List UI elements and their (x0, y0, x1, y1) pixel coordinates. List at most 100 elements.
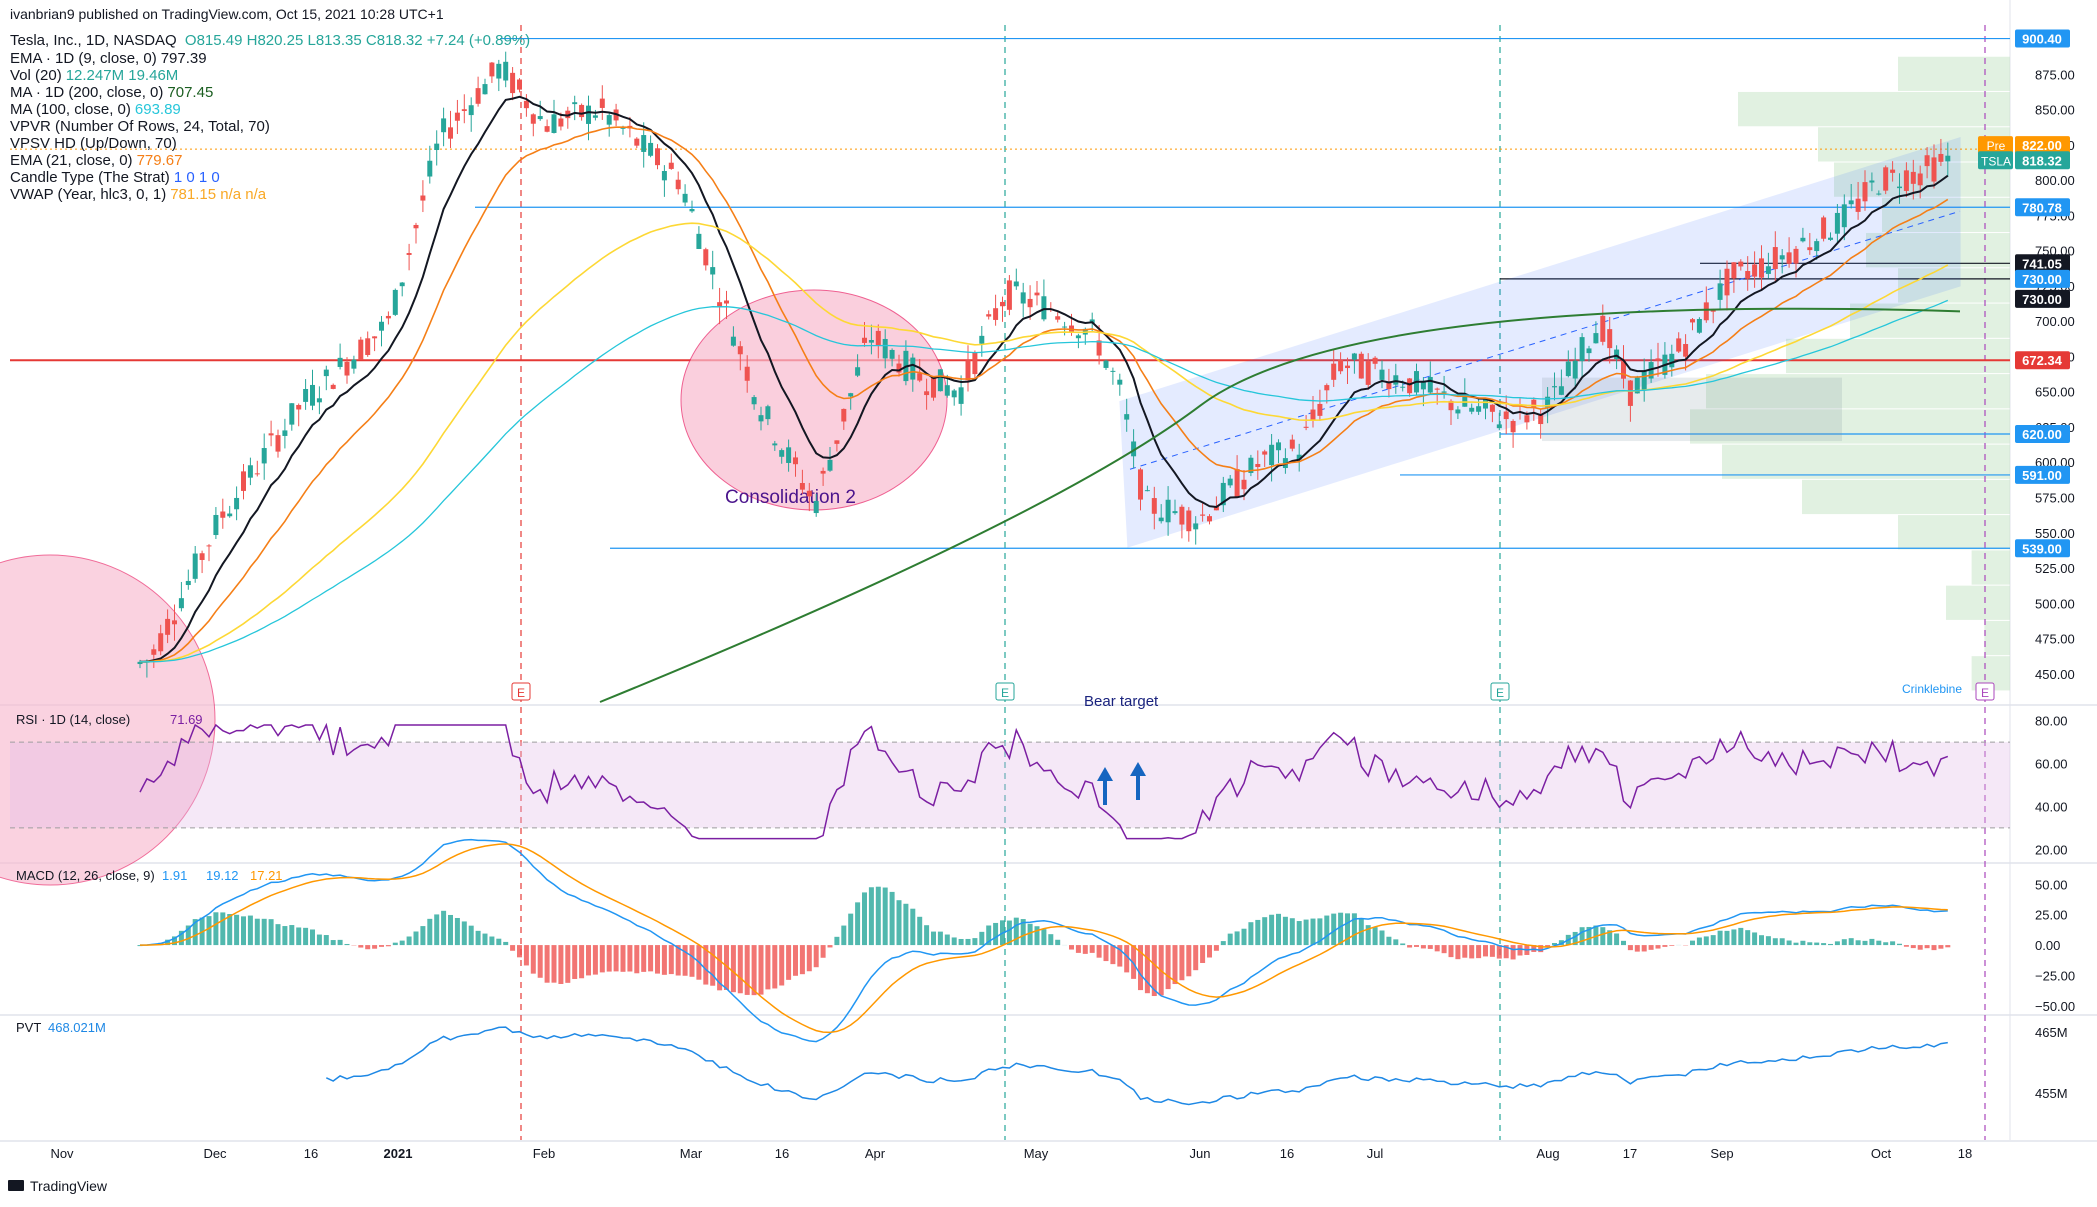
candle-body (1690, 319, 1695, 322)
indicator-row[interactable]: EMA (21, close, 0)779.67 (10, 152, 182, 169)
macd-histogram-bar (579, 945, 584, 978)
price-label: 730.00 (2022, 292, 2062, 307)
candle-body (641, 135, 646, 152)
candle-body (1014, 281, 1019, 286)
macd-histogram-bar (966, 939, 971, 945)
volume-profile-bar (1946, 586, 2010, 620)
macd-histogram-bar (814, 945, 819, 967)
x-tick-label: 16 (775, 1146, 789, 1161)
macd-histogram-bar (269, 919, 274, 945)
y-tick-label: 850.00 (2035, 103, 2075, 118)
macd-histogram-bar (1373, 927, 1378, 945)
macd-histogram-bar (1055, 940, 1060, 945)
macd-histogram-bar (1235, 931, 1240, 945)
candle-body (828, 460, 833, 471)
macd-histogram-bar (924, 925, 929, 945)
macd-histogram-bar (517, 945, 522, 957)
macd-histogram-bar (855, 902, 860, 945)
price-label: 900.40 (2022, 32, 2062, 47)
candle-body (1876, 194, 1881, 195)
macd-histogram-bar (621, 945, 626, 972)
macd-histogram-bar (241, 916, 246, 945)
y-tick-label: 475.00 (2035, 632, 2075, 647)
x-tick-label: May (1024, 1146, 1049, 1161)
indicator-row[interactable]: EMA · 1D (9, close, 0)797.39 (10, 50, 207, 67)
macd-histogram-bar (510, 945, 515, 951)
macd-histogram-bar (634, 945, 639, 973)
candle-body (662, 171, 667, 180)
macd-histogram-bar (1669, 945, 1674, 946)
macd-histogram-bar (1076, 945, 1081, 953)
candle-body (552, 114, 557, 133)
volume-profile-bar (1984, 621, 2010, 655)
candle-body (1159, 518, 1164, 522)
x-tick-label: Dec (203, 1146, 227, 1161)
volume-profile-bar (1722, 445, 2010, 479)
macd-title: MACD (12, 26, close, 9) (16, 868, 155, 883)
candle-body (862, 338, 867, 343)
candle-body (1490, 405, 1495, 412)
macd-histogram-bar (1904, 945, 1909, 947)
macd-histogram-bar (1421, 945, 1426, 948)
candle-body (407, 253, 412, 255)
candle-body (545, 126, 550, 132)
x-tick-label: 16 (1280, 1146, 1294, 1161)
candle-body (986, 314, 991, 316)
macd-histogram-bar (1200, 945, 1205, 963)
macd-histogram-bar (1469, 945, 1474, 958)
macd-histogram-bar (1352, 913, 1357, 945)
indicator-row[interactable]: MA · 1D (200, close, 0)707.45 (10, 84, 213, 101)
candle-body (779, 450, 784, 457)
indicator-row[interactable]: VWAP (Year, hlc3, 0, 1)781.15 n/a n/a (10, 186, 266, 203)
candle-body (1117, 380, 1122, 385)
candle-body (365, 338, 370, 355)
candle-body (1863, 182, 1868, 201)
candle-body (669, 163, 674, 169)
candle-body (1904, 170, 1909, 191)
macd-histogram-bar (1311, 919, 1316, 946)
candle-body (1697, 319, 1702, 333)
candle-body (1338, 360, 1343, 371)
candle-body (993, 308, 998, 320)
volume-profile-bar (1898, 57, 2010, 91)
macd-value: 17.21 (250, 868, 283, 883)
indicator-row[interactable]: VPVR (Number Of Rows, 24, Total, 70) (10, 118, 270, 135)
candle-body (1138, 469, 1143, 499)
volume-profile-bar (1738, 92, 2010, 126)
candle-body (1331, 364, 1336, 380)
candle-body (469, 105, 474, 115)
symbol-line: Tesla, Inc., 1D, NASDAQ O815.49 H820.25 … (10, 32, 530, 49)
candle-body (1173, 511, 1178, 513)
indicator-row[interactable]: Vol (20)12.247M 19.46M (10, 67, 178, 84)
y-tick-label: 500.00 (2035, 596, 2075, 611)
macd-histogram-bar (1248, 922, 1253, 945)
macd-histogram-bar (662, 945, 667, 975)
macd-histogram-bar (1207, 945, 1212, 957)
candle-body (234, 498, 239, 509)
macd-histogram-bar (1407, 945, 1412, 947)
candle-body (427, 161, 432, 177)
indicator-row[interactable]: Candle Type (The Strat)1 0 1 0 (10, 169, 220, 186)
macd-histogram-bar (1483, 945, 1488, 956)
indicator-label: MA (100, close, 0) (10, 101, 131, 118)
macd-histogram-bar (552, 945, 557, 983)
indicator-row[interactable]: MA (100, close, 0)693.89 (10, 101, 181, 118)
candle-body (1407, 378, 1412, 393)
macd-histogram-bar (841, 926, 846, 946)
candle-body (1669, 354, 1674, 367)
candle-body (1918, 173, 1923, 185)
candle-body (476, 88, 481, 104)
candle-body (1725, 269, 1730, 296)
macd-histogram-bar (1242, 929, 1247, 945)
candle-body (289, 403, 294, 424)
candle-body (483, 84, 488, 94)
candle-body (683, 194, 688, 203)
candle-body (1166, 500, 1171, 523)
candle-body (1504, 412, 1509, 420)
candle-body (1766, 266, 1771, 274)
candle-body (1835, 213, 1840, 234)
macd-histogram-bar (524, 945, 529, 965)
macd-histogram-bar (1262, 917, 1267, 945)
indicator-row[interactable]: VPSV HD (Up/Down, 70) (10, 135, 177, 152)
